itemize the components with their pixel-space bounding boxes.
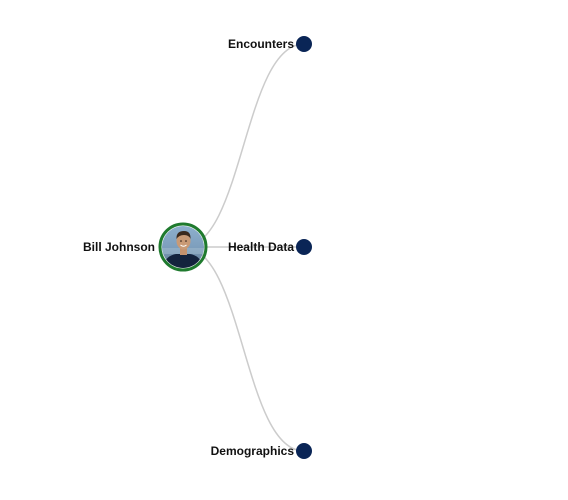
root-node[interactable]: Bill Johnson [83,222,208,272]
person-avatar-icon [162,226,204,268]
child-node-encounters[interactable]: Encounters [228,36,312,52]
child-label-health-data: Health Data [228,240,294,254]
link-encounters [182,43,305,248]
child-dot-health-data[interactable] [296,239,312,255]
child-dot-encounters[interactable] [296,36,312,52]
root-label: Bill Johnson [83,240,155,254]
child-node-health-data[interactable]: Health Data [228,239,312,255]
child-label-encounters: Encounters [228,37,294,51]
child-dot-demographics[interactable] [296,443,312,459]
child-node-demographics[interactable]: Demographics [211,443,312,459]
link-demographics [182,246,305,452]
child-label-demographics: Demographics [211,444,295,458]
root-avatar-ring[interactable] [158,222,208,272]
